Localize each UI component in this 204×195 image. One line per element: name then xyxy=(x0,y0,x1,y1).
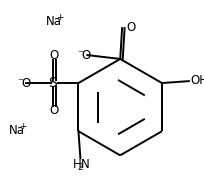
Text: H: H xyxy=(72,158,81,171)
Text: O: O xyxy=(21,77,30,90)
Text: 2: 2 xyxy=(77,163,83,172)
Text: OH: OH xyxy=(189,74,204,87)
Text: +: + xyxy=(19,122,26,131)
Text: ⁻: ⁻ xyxy=(17,76,23,89)
Text: Na: Na xyxy=(9,124,25,137)
Text: O: O xyxy=(50,49,59,62)
Text: +: + xyxy=(55,13,63,22)
Text: O: O xyxy=(81,49,90,62)
Text: S: S xyxy=(48,76,57,90)
Text: O: O xyxy=(126,21,135,34)
Text: ⁻: ⁻ xyxy=(76,48,83,61)
Text: N: N xyxy=(81,158,90,171)
Text: O: O xyxy=(50,105,59,118)
Text: Na: Na xyxy=(46,15,62,28)
